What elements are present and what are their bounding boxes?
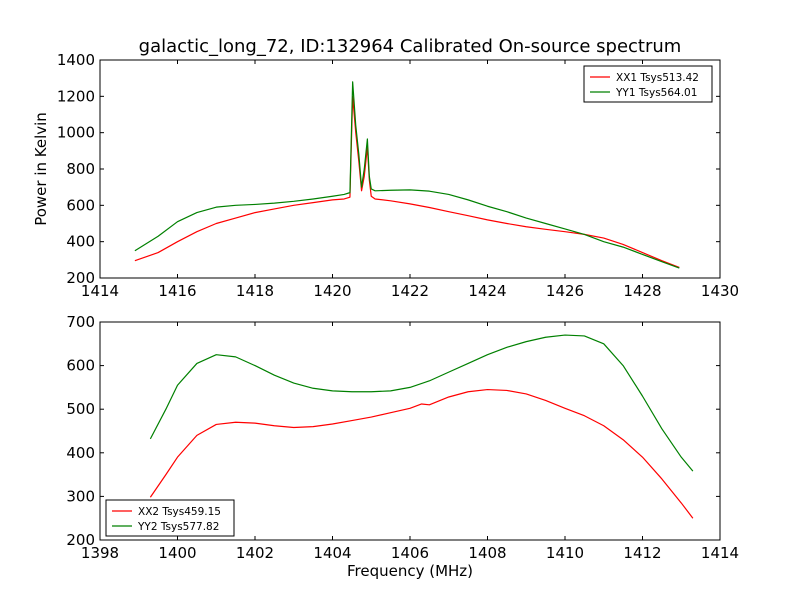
- x-tick-label: 1424: [468, 282, 506, 300]
- x-axis-label: Frequency (MHz): [347, 562, 473, 580]
- y-tick-label: 700: [66, 313, 95, 331]
- x-tick-label: 1430: [701, 282, 739, 300]
- series-line-2-2: [149, 334, 694, 472]
- legend-label: YY1 Tsys564.01: [615, 87, 697, 99]
- series-line-1-2: [134, 81, 680, 269]
- legend-label: XX2 Tsys459.15: [138, 506, 221, 518]
- y-tick-label: 1400: [57, 51, 95, 69]
- x-tick-label: 1410: [546, 544, 584, 562]
- x-tick-label: 1412: [623, 544, 661, 562]
- series-line-2-1: [149, 388, 694, 519]
- x-tick-label: 1422: [391, 282, 429, 300]
- x-tick-label: 1420: [313, 282, 351, 300]
- x-tick-label: 1416: [158, 282, 196, 300]
- y-axis-label: Power in Kelvin: [32, 112, 50, 226]
- top-plot: 1414 1416 1418 1420 1422 1424 1426 1428 1430 200 4…: [32, 36, 739, 300]
- y-tick-label: 1000: [57, 124, 95, 142]
- legend-label: YY2 Tsys577.82: [137, 521, 219, 533]
- y-tick-label: 800: [66, 160, 95, 178]
- chart-title: galactic_long_72, ID:132964 Calibrated O…: [139, 36, 682, 57]
- x-tick-label: 1414: [701, 544, 739, 562]
- y-tick-label: 600: [66, 357, 95, 375]
- x-tick-label: 1408: [468, 544, 506, 562]
- y-tick-label: 1200: [57, 87, 95, 105]
- y-tick-label: 200: [66, 531, 95, 549]
- x-tick-label: 1398: [81, 544, 119, 562]
- legend-label: XX1 Tsys513.42: [616, 72, 699, 84]
- y-tick-label: 400: [66, 233, 95, 251]
- y-tick-label: 400: [66, 444, 95, 462]
- x-tick-label: 1428: [623, 282, 661, 300]
- legend-box: [583, 65, 713, 103]
- series-line-1-1: [134, 95, 680, 269]
- x-tick-label: 1406: [391, 544, 429, 562]
- y-tick-label: 300: [66, 487, 95, 505]
- x-tick-label: 1404: [313, 544, 351, 562]
- legend: XX1 Tsys513.42 YY1 Tsys564.01: [583, 65, 713, 103]
- y-tick-label: 500: [66, 400, 95, 418]
- legend-box: [105, 499, 235, 537]
- x-tick-label: 1418: [236, 282, 274, 300]
- x-tick-label: 1400: [158, 544, 196, 562]
- y-tick-label: 600: [66, 196, 95, 214]
- x-tick-label: 1402: [236, 544, 274, 562]
- legend: XX2 Tsys459.15 YY2 Tsys577.82: [105, 499, 235, 537]
- x-tick-label: 1426: [546, 282, 584, 300]
- bottom-plot: 1398 1400 1402 1404 1406 1408 1410 1412 1414 200 3…: [66, 313, 739, 580]
- y-tick-label: 200: [66, 269, 95, 287]
- x-tick-label: 1414: [81, 282, 119, 300]
